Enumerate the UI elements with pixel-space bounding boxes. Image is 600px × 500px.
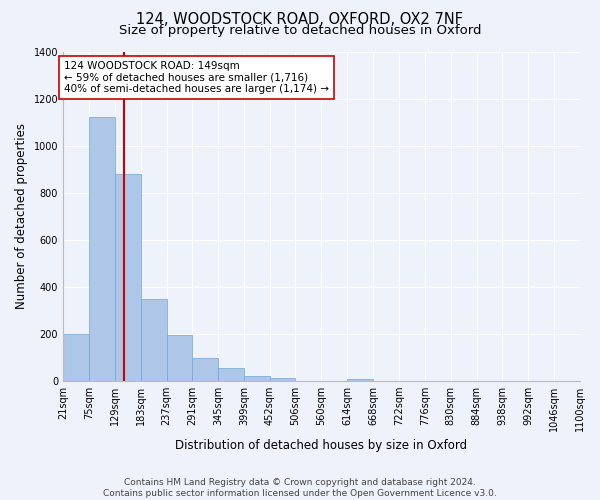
Bar <box>167 335 193 381</box>
Bar <box>140 298 167 381</box>
Bar <box>244 376 269 381</box>
Bar <box>115 174 140 381</box>
X-axis label: Distribution of detached houses by size in Oxford: Distribution of detached houses by size … <box>175 440 467 452</box>
Bar <box>89 118 115 381</box>
Bar <box>193 358 218 381</box>
Bar <box>347 378 373 381</box>
Text: 124 WOODSTOCK ROAD: 149sqm
← 59% of detached houses are smaller (1,716)
40% of s: 124 WOODSTOCK ROAD: 149sqm ← 59% of deta… <box>64 61 329 94</box>
Bar <box>269 378 295 381</box>
Bar <box>63 334 89 381</box>
Bar <box>218 368 244 381</box>
Text: Contains HM Land Registry data © Crown copyright and database right 2024.
Contai: Contains HM Land Registry data © Crown c… <box>103 478 497 498</box>
Text: 124, WOODSTOCK ROAD, OXFORD, OX2 7NF: 124, WOODSTOCK ROAD, OXFORD, OX2 7NF <box>137 12 464 28</box>
Text: Size of property relative to detached houses in Oxford: Size of property relative to detached ho… <box>119 24 481 37</box>
Y-axis label: Number of detached properties: Number of detached properties <box>15 124 28 310</box>
